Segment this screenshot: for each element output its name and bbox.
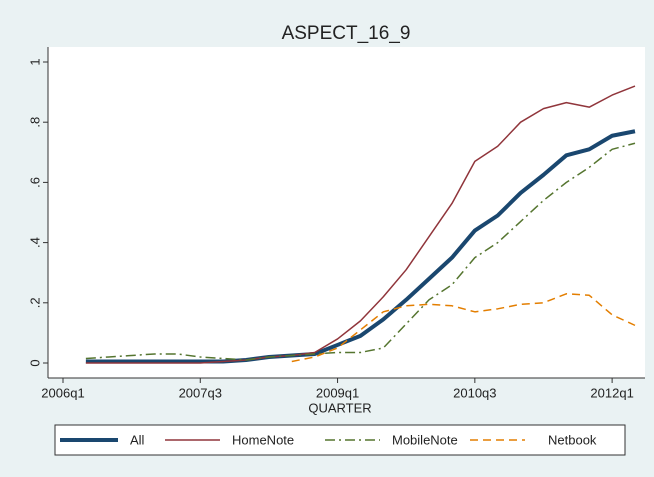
x-tick-label: 2007q3	[179, 385, 222, 400]
y-tick-label: .4	[27, 237, 42, 248]
y-tick-label: .8	[27, 117, 42, 128]
x-tick-label: 2006q1	[41, 385, 84, 400]
x-tick-label: 2012q1	[590, 385, 633, 400]
y-tick-label: 0	[27, 359, 42, 366]
legend-label: All	[130, 432, 145, 447]
y-tick-label: .2	[27, 297, 42, 308]
chart-title: ASPECT_16_9	[282, 23, 411, 44]
series-line	[85, 129, 636, 364]
y-tick-label: 1	[27, 58, 42, 65]
x-axis-label: QUARTER	[308, 400, 371, 415]
x-tick-label: 2009q1	[316, 385, 359, 400]
series-line	[291, 293, 636, 363]
legend-label: Netbook	[548, 432, 597, 447]
legend-label: MobileNote	[392, 432, 458, 447]
series-line	[85, 85, 636, 364]
y-tick-label: .6	[27, 177, 42, 188]
series-line	[85, 142, 636, 361]
plot-area	[48, 47, 645, 378]
legend-label: HomeNote	[232, 432, 294, 447]
x-tick-label: 2010q3	[453, 385, 496, 400]
